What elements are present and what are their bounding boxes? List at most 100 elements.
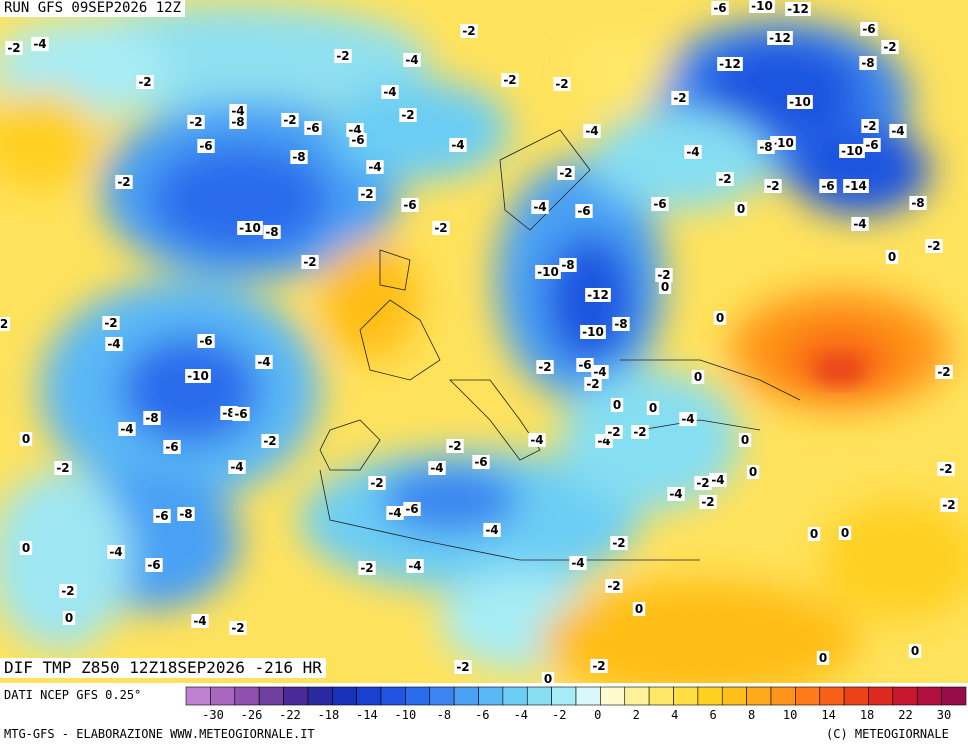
contour-label-box (136, 75, 154, 89)
contour-label-box (925, 239, 943, 253)
contour-label-box (738, 433, 752, 447)
contour-label-text: -4 (383, 85, 396, 99)
contour-label-text: -2 (701, 495, 714, 509)
contour-label-text: -2 (336, 49, 349, 63)
contour-label-box (937, 462, 955, 476)
contour-label-box (764, 179, 782, 193)
contour-label-box (655, 268, 673, 282)
contour-label: -2 (432, 221, 450, 235)
contour-label-text: -8 (292, 150, 305, 164)
contour-label: -6 (819, 179, 837, 193)
contour-label-box (366, 160, 384, 174)
contour-label: -4 (228, 460, 246, 474)
contour-label-text: -4 (585, 124, 598, 138)
contour-label-text: -2 (117, 175, 130, 189)
contour-label: -4 (889, 124, 907, 138)
contour-label-text: 0 (737, 202, 745, 216)
contour-label-box (334, 49, 352, 63)
contour-label-text: -14 (845, 179, 867, 193)
contour-label-box (368, 476, 386, 490)
contour-label: -2 (5, 41, 23, 55)
contour-label: -2 (281, 113, 299, 127)
contour-label: 0 (691, 370, 705, 384)
contour-label-text: -6 (577, 204, 590, 218)
contour-label-text: -4 (530, 433, 543, 447)
color-swatch (916, 686, 942, 706)
contour-label: 0 (908, 644, 922, 658)
contour-label-text: -8 (179, 507, 192, 521)
color-swatch (795, 686, 821, 706)
contour-label-box (580, 325, 606, 339)
contour-label-text: -2 (612, 536, 625, 550)
contour-label: -4 (229, 104, 247, 118)
contour-label-text: 0 (716, 311, 724, 325)
contour-label: -2 (301, 255, 319, 269)
color-swatch (502, 686, 528, 706)
contour-label-text: -2 (138, 75, 151, 89)
contour-label-box (839, 144, 865, 158)
contour-label-box (541, 672, 555, 683)
contour-label-text: -10 (187, 369, 209, 383)
contour-label-box (229, 115, 247, 129)
contour-label-text: -2 (718, 172, 731, 186)
contour-label-text: -2 (696, 476, 709, 490)
contour-label-text: 0 (749, 465, 757, 479)
contour-label-box (191, 614, 209, 628)
contour-label-text: -2 (766, 179, 779, 193)
contour-label-box (229, 104, 247, 118)
color-swatch (307, 686, 333, 706)
contour-label-text: -12 (587, 288, 609, 302)
contour-label-box (406, 559, 424, 573)
color-swatch (356, 686, 382, 706)
contour-label-box (228, 460, 246, 474)
contour-label: -2 (694, 476, 712, 490)
contour-label: -8 (177, 507, 195, 521)
contour-label-text: -2 (360, 561, 373, 575)
color-swatch (526, 686, 552, 706)
contour-label-box (590, 659, 608, 673)
contour-label-box (838, 526, 852, 540)
color-bar-label: 8 (748, 708, 755, 722)
contour-label-text: -2 (937, 365, 950, 379)
contour-label-text: -2 (448, 439, 461, 453)
contour-label: -4 (428, 461, 446, 475)
contour-label: -2 (368, 476, 386, 490)
credit: MTG-GFS - ELABORAZIONE WWW.METEOGIORNALE… (4, 727, 315, 741)
contour-label: -2 (553, 77, 571, 91)
contour-label-box (403, 53, 421, 67)
contour-label: -4 (483, 523, 501, 537)
contour-label-box (699, 495, 717, 509)
contour-label-box (528, 433, 546, 447)
contour-label: -4 (709, 473, 727, 487)
contour-label: -2 (446, 439, 464, 453)
contour-label: 2 (0, 317, 11, 331)
contour-label: -2 (454, 660, 472, 674)
contour-label-box (232, 407, 250, 421)
color-swatch (673, 686, 699, 706)
contour-label: -2 (935, 365, 953, 379)
contour-label-text: -10 (751, 0, 773, 13)
contour-label-text: -4 (593, 365, 606, 379)
contour-label-box (940, 498, 958, 512)
contour-label-text: -6 (713, 1, 726, 15)
contour-label: -4 (105, 337, 123, 351)
contour-label-box (583, 124, 601, 138)
contour-label-text: -2 (657, 268, 670, 282)
contour-label: -2 (937, 462, 955, 476)
contour-label-text: -8 (759, 140, 772, 154)
contour-label-box (575, 204, 593, 218)
color-swatch (624, 686, 650, 706)
color-bar-label: -22 (279, 708, 301, 722)
contour-label-text: -12 (769, 31, 791, 45)
contour-label-box (713, 311, 727, 325)
contour-label-box (860, 22, 878, 36)
contour-label-box (569, 556, 587, 570)
contour-label-box (591, 365, 609, 379)
contour-label: -10 (787, 95, 813, 109)
color-swatch (843, 686, 869, 706)
contour-label-text: -6 (165, 440, 178, 454)
contour-label-box (557, 166, 575, 180)
contour-label-box (679, 412, 697, 426)
contour-label-box (576, 358, 594, 372)
color-swatch (429, 686, 455, 706)
